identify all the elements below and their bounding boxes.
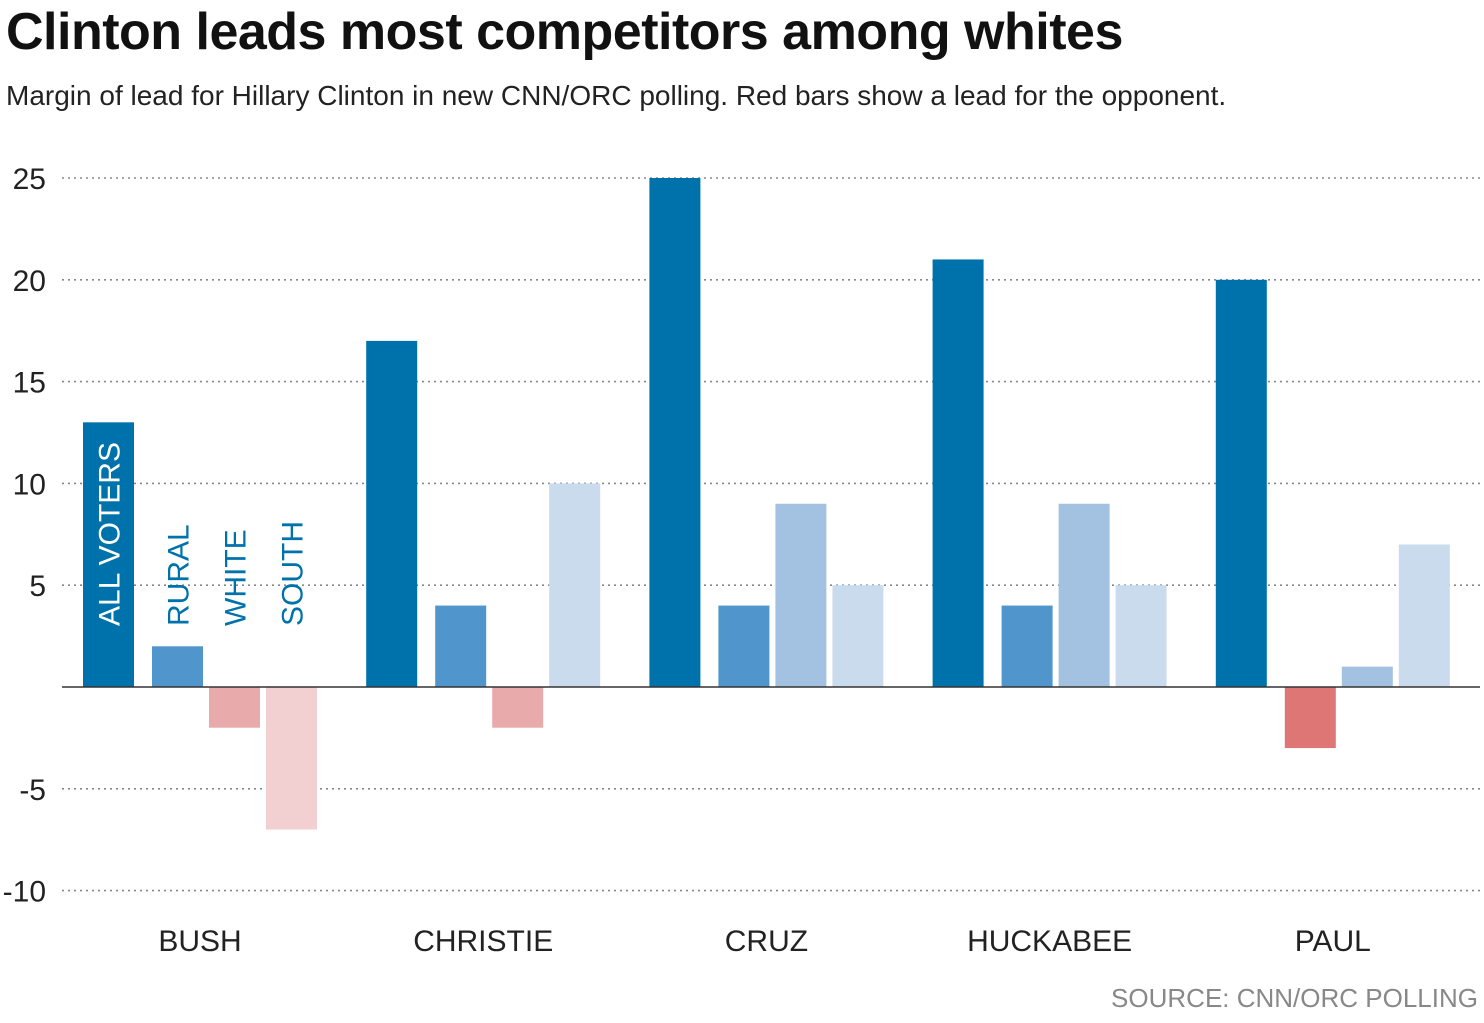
y-tick-label: 25 [13,163,46,196]
bar [435,605,487,687]
chart-title: Clinton leads most competitors among whi… [6,3,1123,61]
y-tick-label: 15 [13,367,46,400]
bar [549,483,601,687]
x-category-label: HUCKABEE [967,925,1132,958]
bar [1284,687,1336,749]
bar [1115,585,1167,687]
bar [492,687,544,728]
bar [1215,279,1267,687]
bar [266,687,317,830]
y-tick-label: 10 [13,468,46,501]
bar [1398,544,1450,687]
bar [649,178,701,687]
bar [718,605,770,687]
series-label: SOUTH [277,521,310,626]
y-tick-label: -5 [19,774,46,807]
bar [152,646,203,687]
bar [832,585,884,687]
bar [1001,605,1053,687]
bar [209,687,260,728]
series-label: WHITE [220,529,253,626]
bar [1341,666,1393,687]
x-category-label: BUSH [158,925,241,958]
source-note: SOURCE: CNN/ORC POLLING [1111,983,1478,1013]
x-category-label: PAUL [1295,925,1371,958]
chart-subtitle: Margin of lead for Hillary Clinton in ne… [6,80,1227,111]
y-tick-label: 5 [29,570,46,603]
bar [932,259,984,687]
x-category-label: CRUZ [725,925,808,958]
series-label: RURAL [163,524,196,626]
x-category-label: CHRISTIE [413,925,553,958]
bar [366,340,418,687]
bar [1058,503,1110,687]
bar [775,503,827,687]
y-tick-label: 20 [13,265,46,298]
y-tick-label: -10 [3,876,46,909]
bar [83,422,134,687]
series-label: ALL VOTERS [94,442,127,626]
